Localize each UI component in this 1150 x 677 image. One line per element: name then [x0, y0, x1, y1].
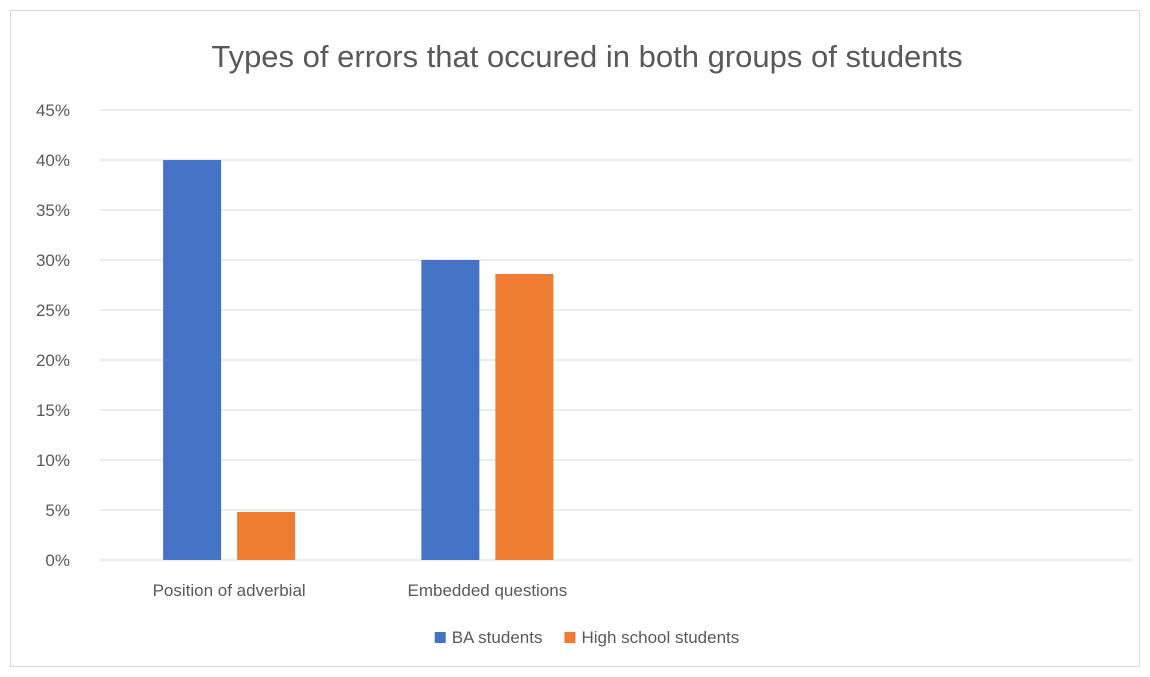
y-tick-label: 15%: [36, 401, 70, 420]
y-tick-label: 30%: [36, 251, 70, 270]
bar-ba-students: [421, 260, 480, 560]
y-tick-label: 20%: [36, 351, 70, 370]
y-tick-label: 10%: [36, 451, 70, 470]
y-tick-label: 35%: [36, 201, 70, 220]
y-tick-label: 25%: [36, 301, 70, 320]
y-axis-tick-labels: 0% 5% 10% 15% 20% 25% 30% 35% 40% 45%: [36, 101, 70, 570]
x-category-label: Position of adverbial: [153, 581, 306, 600]
y-tick-label: 5%: [45, 501, 70, 520]
bar-high-school-students: [495, 274, 554, 560]
gridlines: [100, 109, 1133, 561]
x-axis-category-labels: Position of adverbial Embedded questions: [153, 581, 568, 600]
legend: BA students High school students: [434, 628, 739, 647]
legend-label: BA students: [452, 628, 543, 647]
y-tick-label: 40%: [36, 151, 70, 170]
y-tick-label: 45%: [36, 101, 70, 120]
bar-high-school-students: [237, 512, 296, 560]
bars: [163, 160, 554, 560]
legend-swatch: [434, 632, 446, 643]
chart-title: Types of errors that occured in both gro…: [211, 39, 962, 74]
bar-ba-students: [163, 160, 222, 560]
legend-label: High school students: [581, 628, 739, 647]
x-category-label: Embedded questions: [408, 581, 568, 600]
y-tick-label: 0%: [45, 551, 70, 570]
legend-swatch: [564, 632, 576, 643]
